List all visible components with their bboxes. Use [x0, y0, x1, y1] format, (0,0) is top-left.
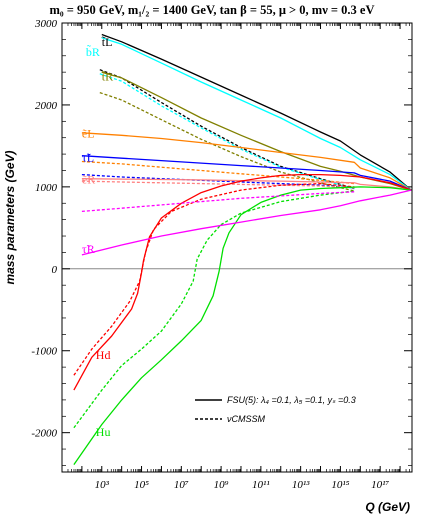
chart-title: m₀ = 950 GeV, m₁/₂ = 1400 GeV, tan β = 5… [49, 3, 374, 17]
y-tick-label: 1000 [35, 182, 58, 194]
series-eL-solid [81, 132, 412, 191]
y-tick-label: -1000 [31, 346, 57, 358]
x-tick-label: 10¹¹ [252, 479, 270, 491]
label-tR: t̃R [101, 69, 113, 83]
x-tick-label: 10⁹ [214, 479, 229, 491]
series-Hu-solid [73, 186, 412, 465]
series-tauR-solid [81, 189, 412, 256]
label-tL: t̃L [101, 35, 112, 49]
legend: FSU(5): λ₄ =0.1, λ₅ =0.1, yₛ =0.3 νCMSSM [195, 395, 356, 424]
series-tauR-dashed [81, 191, 355, 213]
legend-label: FSU(5): λ₄ =0.1, λ₅ =0.1, yₛ =0.3 [227, 395, 356, 405]
series-Hd-dashed [73, 182, 355, 376]
label-Hu: Hu [96, 425, 111, 439]
label-tauL: τ̃L [82, 150, 94, 164]
x-tick-label: 10¹³ [292, 479, 310, 491]
x-tick-label: 10⁵ [134, 479, 149, 491]
y-tick-label: -2000 [31, 428, 57, 440]
label-Hd: Hd [96, 348, 111, 362]
x-tick-label: 10³ [95, 479, 110, 491]
y-axis-title: mass parameters (GeV) [3, 150, 17, 284]
series-tR-dashed [99, 91, 355, 192]
label-eL: ẽL [82, 127, 95, 141]
series-tL-solid [101, 33, 412, 191]
curves [73, 33, 412, 465]
plot-frame [61, 22, 413, 473]
series-eR-dashed [81, 180, 355, 189]
series-bR-dashed [99, 73, 355, 190]
x-tick-label: 10¹⁵ [331, 479, 349, 491]
x-tick-label: 10⁷ [174, 479, 189, 491]
series-tR-solid [101, 71, 412, 191]
series-Hd-solid [73, 173, 412, 391]
curve-labels: t̃Lb̃Rt̃R ẽL τ̃L ẽR τ̃R Hd Hu [82, 35, 113, 439]
series-tauL-dashed [81, 173, 355, 189]
series-bR-solid [101, 37, 412, 191]
label-eR: ẽR [82, 173, 95, 187]
series-Hu-dashed [73, 190, 355, 429]
series-tauL-solid [81, 155, 412, 191]
label-tauR: τ̃R [82, 242, 95, 256]
legend-label: νCMSSM [227, 414, 266, 424]
x-tick-label: 10¹⁷ [371, 479, 389, 491]
series-eR-solid [81, 178, 412, 191]
series-eL-dashed [81, 160, 355, 185]
label-bR: b̃R [86, 44, 100, 59]
y-tick-label: 2000 [35, 100, 58, 112]
ticks: 10³ 10⁵ 10⁷ 10⁹ 10¹¹ 10¹³ 10¹⁵ 10¹⁷ 3000 2000 1000… [31, 18, 412, 491]
y-tick-label: 3000 [34, 18, 58, 30]
series-tL-dashed [99, 69, 355, 190]
y-tick-label: 0 [52, 264, 58, 276]
x-axis-title: Q (GeV) [365, 500, 410, 514]
